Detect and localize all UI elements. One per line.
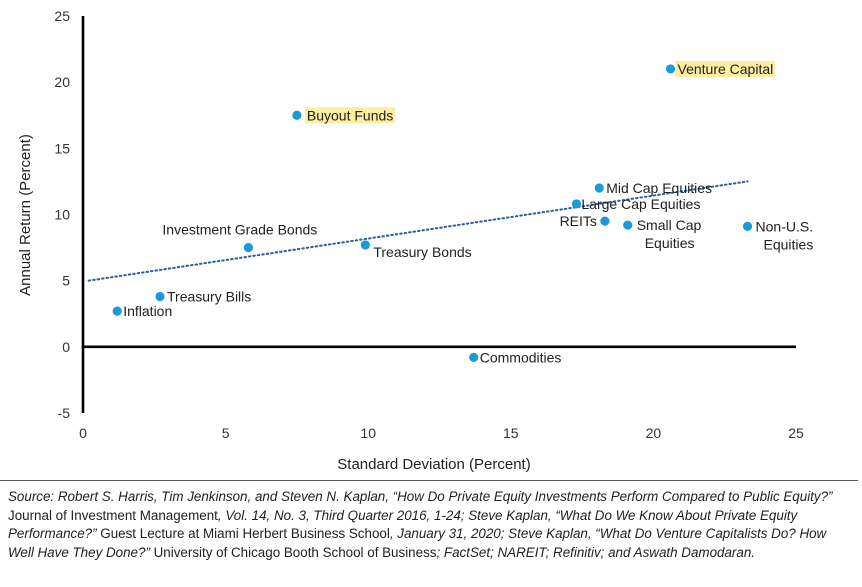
source-text-2: Journal of Investment Management: [8, 507, 218, 523]
point-inflation: [112, 306, 122, 316]
y-axis-title: Annual Return (Percent): [17, 134, 34, 296]
x-axis-title: Standard Deviation (Percent): [337, 456, 530, 473]
y-tick-label: -5: [58, 405, 71, 421]
source-text-3: , Vol. 14, No. 3, Third Quarter 2016, 1-…: [8, 507, 798, 542]
x-tick-label: 20: [646, 425, 662, 441]
point-venture-capital: [665, 64, 676, 74]
x-tick-label: 25: [788, 425, 804, 441]
trendline: [87, 180, 749, 282]
source-text-7: ; FactSet; NAREIT; Refinitiv; and Aswath…: [436, 544, 755, 560]
source-text-5: , January 31, 2020; Steve Kaplan, “What …: [8, 526, 827, 560]
x-tick-label: 10: [360, 425, 376, 441]
label-commodities: Commodities: [480, 349, 562, 365]
source-note: Source: Robert S. Harris, Tim Jenkinson,…: [0, 480, 858, 584]
point-mid-cap-equities: [594, 183, 604, 193]
label-small-cap-equities: Small Cap Equities: [637, 217, 702, 251]
point-small-cap-equities: [623, 220, 633, 230]
y-tick-label: 20: [54, 74, 70, 90]
point-treasury-bonds: [360, 240, 370, 250]
label-treasury-bills: Treasury Bills: [167, 289, 251, 305]
point-investment-grade-bonds: [243, 242, 254, 253]
y-tick-label: 15: [54, 140, 70, 156]
source-text-4: Guest Lecture at Miami Herbert Business …: [100, 526, 390, 542]
x-tick-label: 15: [503, 425, 519, 441]
label-buyout-funds: Buyout Funds: [307, 107, 393, 123]
point-reits: [600, 216, 610, 226]
label-large-cap-equities: Large Cap Equities: [581, 196, 700, 212]
point-commodities: [469, 352, 479, 363]
highlight-buyout-funds: [304, 107, 396, 124]
label-mid-cap-equities: Mid Cap Equities: [606, 180, 712, 196]
point-treasury-bills: [155, 291, 165, 302]
point-buyout-funds: [292, 110, 302, 120]
source-text-6: University of Chicago Booth School of Bu…: [153, 544, 437, 560]
highlight-venture-capital: [675, 60, 776, 77]
label-inflation: Inflation: [123, 303, 172, 319]
trendline-group: [87, 180, 749, 282]
y-tick-label: 10: [54, 207, 70, 223]
x-tick-label: 5: [222, 425, 230, 441]
point-non-u-s-equities: [742, 221, 753, 232]
y-tick-label: 5: [62, 273, 70, 289]
y-tick-label: 0: [62, 339, 70, 355]
label-investment-grade-bonds: Investment Grade Bonds: [162, 222, 317, 238]
label-venture-capital: Venture Capital: [678, 61, 774, 77]
point-large-cap-equities: [571, 199, 581, 209]
label-treasury-bonds: Treasury Bonds: [373, 244, 471, 260]
x-tick-label: 0: [79, 425, 87, 441]
label-reits: REITs: [560, 213, 597, 229]
axes: 0 5 10 15 20 25 -5 0 5 10 15 20 25: [54, 8, 804, 441]
source-text-1: Source: Robert S. Harris, Tim Jenkinson,…: [8, 489, 833, 504]
label-non-u-s-equities: Non-U.S. Equities: [756, 218, 814, 252]
y-tick-label: 25: [54, 8, 70, 24]
